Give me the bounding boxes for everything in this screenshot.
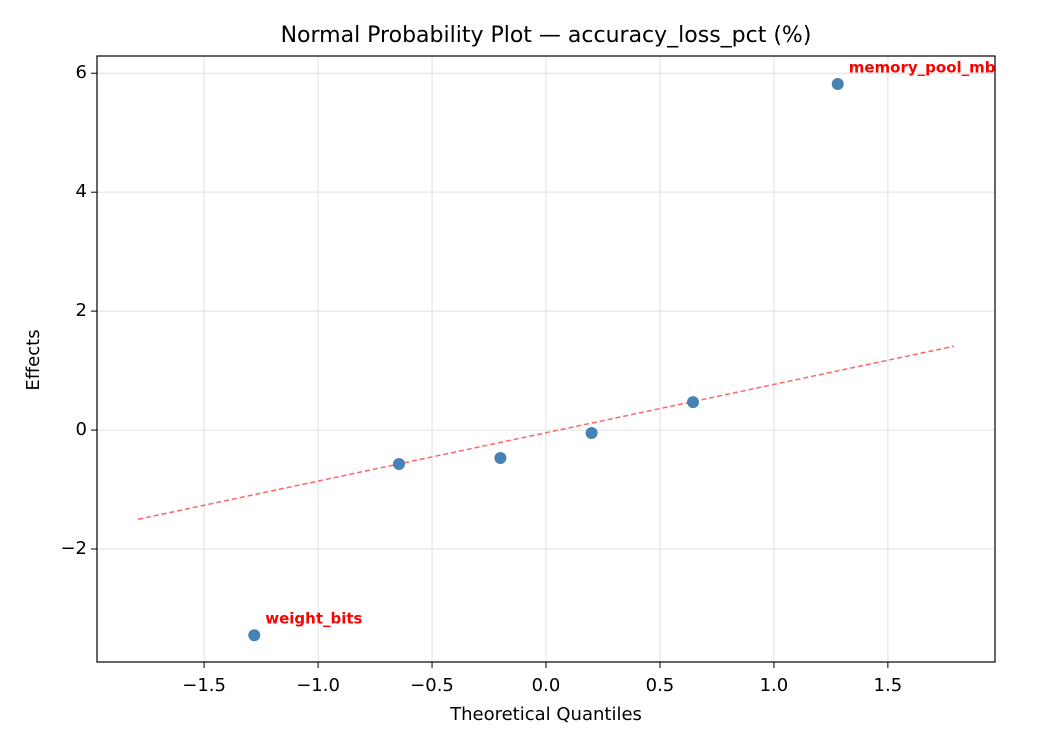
y-tick-label: 4	[76, 181, 87, 202]
y-axis-label: Effects	[23, 329, 44, 390]
point	[248, 629, 261, 642]
x-tick-label: −1.5	[182, 675, 226, 696]
x-tick-label: −1.0	[296, 675, 340, 696]
x-tick-label: 0.0	[532, 675, 561, 696]
y-tick-label: 2	[76, 300, 87, 321]
point	[831, 77, 844, 90]
y-tick-label: −2	[60, 538, 87, 559]
y-tick-label: 0	[76, 419, 87, 440]
point	[494, 452, 507, 465]
y-tick-label: 6	[76, 62, 87, 83]
point	[585, 427, 598, 440]
plot-frame	[96, 55, 996, 663]
point	[687, 396, 700, 409]
x-tick-label: 1.5	[874, 675, 903, 696]
point-label: memory_pool_mb	[849, 58, 996, 76]
point	[392, 457, 405, 470]
x-tick-label: −0.5	[410, 675, 454, 696]
point-label: weight_bits	[265, 610, 362, 628]
reference-line	[137, 345, 955, 521]
x-tick-label: 0.5	[646, 675, 675, 696]
chart-title: Normal Probability Plot — accuracy_loss_…	[281, 23, 812, 48]
x-axis-label: Theoretical Quantiles	[449, 704, 642, 725]
x-tick-label: 1.0	[760, 675, 789, 696]
